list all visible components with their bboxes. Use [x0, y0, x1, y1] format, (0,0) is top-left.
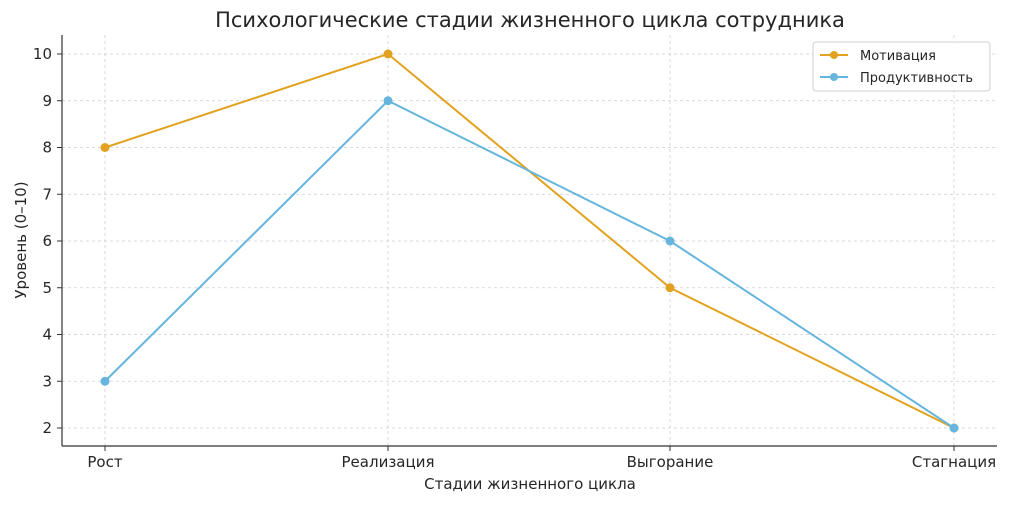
legend-label: Продуктивность — [860, 71, 973, 86]
y-tick-label: 9 — [42, 92, 52, 110]
y-tick-label: 4 — [42, 326, 52, 344]
y-tick-label: 6 — [42, 232, 52, 250]
x-axis-label: Стадии жизненного цикла — [424, 475, 636, 493]
legend: Мотивация Продуктивность — [812, 41, 991, 92]
y-tick-label: 7 — [42, 185, 52, 203]
data-point — [383, 49, 393, 59]
data-point — [665, 283, 675, 293]
grid — [62, 35, 997, 446]
y-tick-label: 5 — [42, 279, 52, 297]
y-tick-label: 10 — [33, 45, 52, 63]
data-point — [665, 236, 675, 246]
y-tick-label: 8 — [42, 139, 52, 157]
y-tick-label: 3 — [42, 372, 52, 390]
x-tick-label: Стагнация — [912, 453, 996, 471]
x-tick-label: Реализация — [342, 453, 435, 471]
x-tick-label: Рост — [87, 453, 122, 471]
legend-marker-icon — [830, 73, 838, 81]
y-axis-label: Уровень (0–10) — [12, 181, 30, 298]
data-point — [100, 143, 110, 152]
series-lines — [100, 49, 959, 433]
x-tick-labels: Рост Реализация Выгорание Стагнация — [87, 446, 996, 471]
data-point — [949, 423, 959, 433]
legend-label: Мотивация — [860, 49, 936, 64]
series-line — [104, 99, 955, 429]
y-tick-label: 2 — [42, 419, 52, 437]
x-tick-label: Выгорание — [627, 453, 714, 471]
legend-marker-icon — [830, 51, 838, 59]
axes — [61, 35, 997, 447]
y-tick-labels: 2 3 4 5 6 7 8 9 10 — [33, 45, 62, 437]
chart-title: Психологические стадии жизненного цикла … — [215, 8, 845, 32]
data-point — [383, 96, 393, 106]
data-point — [100, 376, 110, 386]
